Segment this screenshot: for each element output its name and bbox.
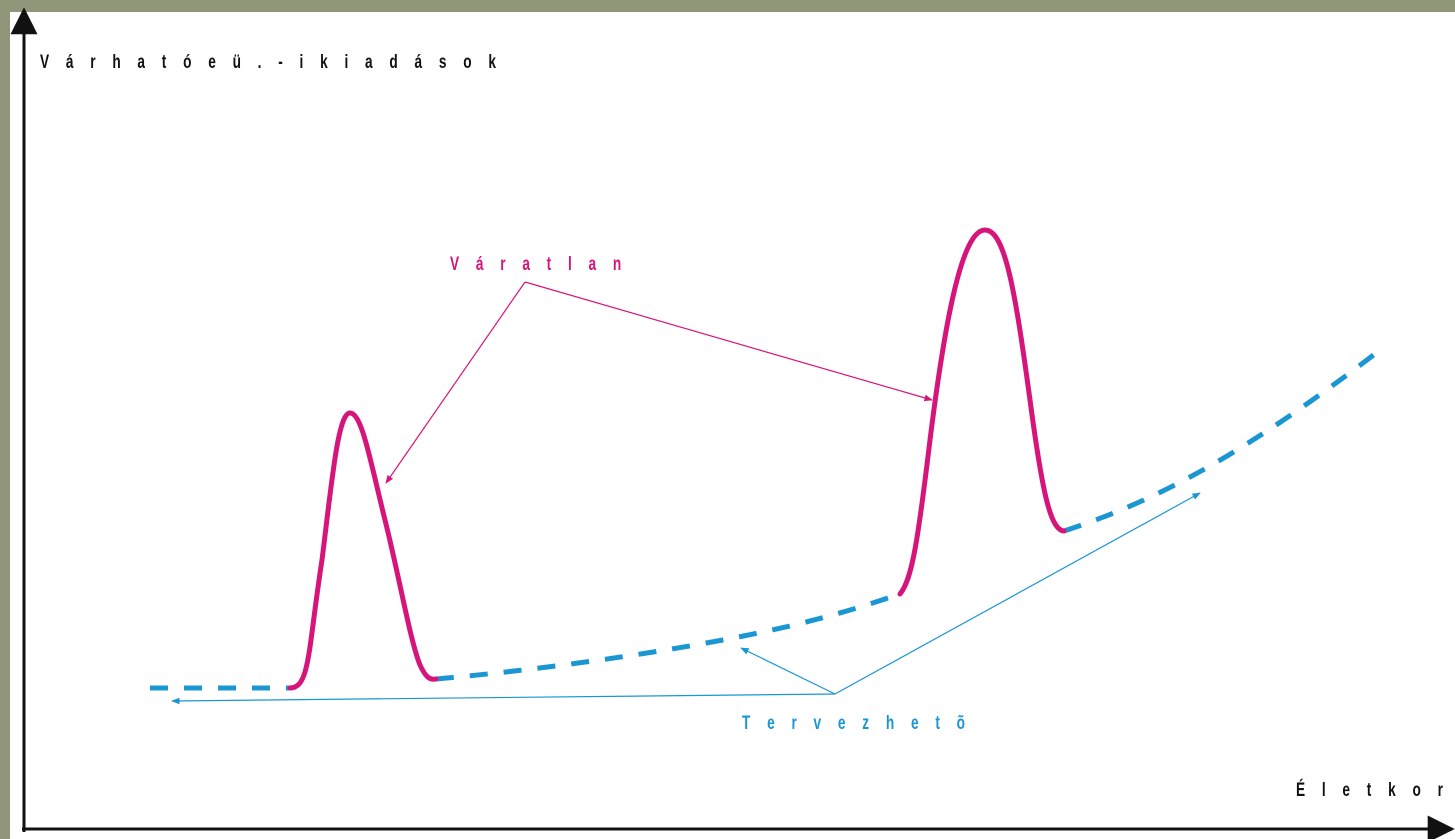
y-axis-label: V á r h a t ó e ü . - i k i a d á s o k <box>40 51 502 73</box>
plannable-pointer-middle <box>740 647 836 695</box>
plannable-label: T e r v e z h e t õ <box>742 712 972 734</box>
unexpected-spike-2 <box>897 227 1067 597</box>
x-axis-label: É l e t k o r <box>1296 779 1449 801</box>
unexpected-label: V á r a t l a n <box>450 253 628 275</box>
plannable-pointer-left <box>171 693 836 705</box>
plannable-pointer-right <box>834 492 1201 695</box>
unexpected-pointer-2 <box>524 281 933 402</box>
unexpected-pointer-1 <box>385 281 526 484</box>
slide-canvas <box>10 12 1455 839</box>
plannable-curve-end <box>1063 348 1382 534</box>
plannable-curve-middle <box>435 591 901 682</box>
unexpected-spike-1 <box>287 410 439 691</box>
